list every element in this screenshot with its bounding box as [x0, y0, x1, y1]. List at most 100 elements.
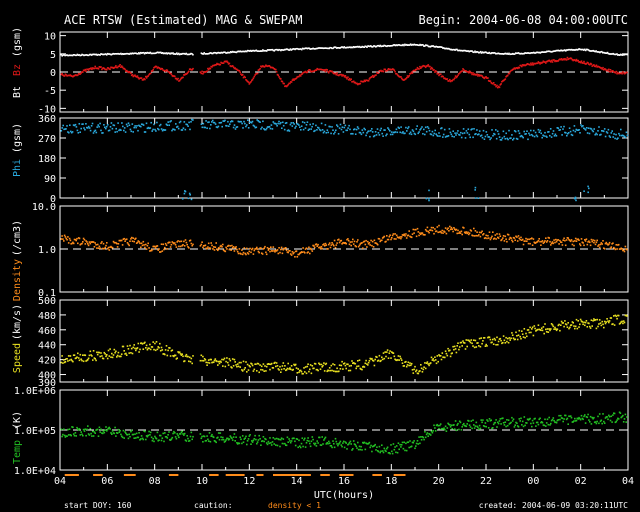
speed-point [554, 326, 556, 329]
speed-point [207, 361, 209, 364]
density-point [331, 242, 333, 244]
temp-point [251, 440, 253, 442]
speed-point [457, 342, 459, 344]
phi-point [578, 129, 580, 131]
bz-point [434, 71, 436, 73]
speed-point [354, 362, 357, 365]
density-point [120, 239, 123, 242]
bt-point [88, 53, 91, 56]
speed-point [304, 366, 307, 368]
phi-point [78, 123, 81, 125]
bz-point [447, 80, 449, 82]
density-point [266, 247, 269, 249]
bz-point [219, 63, 222, 66]
density-point [156, 245, 159, 247]
phi-point [537, 128, 540, 131]
bt-point [218, 52, 221, 54]
temp-point [116, 432, 119, 434]
density-point [378, 238, 381, 240]
bz-point [96, 67, 98, 70]
speed-point [523, 328, 526, 330]
speed-point [256, 370, 258, 372]
density-point [357, 239, 359, 241]
bt-point [221, 52, 223, 54]
speed-point [321, 366, 323, 368]
bz-point [394, 70, 396, 73]
bz-point [459, 71, 462, 73]
bz-point [206, 70, 208, 72]
temp-point [498, 420, 501, 422]
temp-point [529, 417, 531, 420]
density-point [116, 246, 119, 248]
temp-point [319, 444, 322, 446]
bz-point [383, 68, 386, 71]
speed-point [406, 364, 409, 366]
speed-point [614, 314, 617, 317]
density-point [209, 247, 212, 250]
bz-point [496, 84, 498, 87]
bz-point [392, 68, 395, 71]
bt-point [450, 48, 453, 51]
speed-point [71, 359, 73, 362]
phi-point [208, 121, 210, 123]
density-point [383, 235, 386, 238]
density-point [278, 247, 280, 249]
speed-point [434, 356, 436, 358]
bt-point [457, 49, 459, 52]
density-point [147, 242, 149, 245]
speed-point [192, 355, 194, 357]
speed-point [62, 362, 64, 364]
density-point [451, 228, 453, 230]
bz-point [538, 62, 540, 64]
density-point [506, 233, 509, 236]
bt-point [616, 53, 618, 55]
x-tick-label: 00 [527, 476, 539, 487]
speed-point [93, 357, 96, 359]
density-point [236, 248, 238, 251]
density-point [265, 253, 268, 256]
bt-point [189, 53, 191, 55]
phi-low-point [184, 190, 187, 193]
density-point [228, 248, 231, 251]
density-point [595, 241, 598, 244]
speed-point [115, 350, 117, 353]
phi-point [336, 124, 338, 126]
speed-point [342, 363, 345, 365]
bt-point [364, 45, 366, 48]
speed-point [478, 345, 480, 347]
density-point [334, 246, 337, 249]
bz-point [461, 70, 463, 72]
density-point [626, 248, 628, 251]
bt-point [249, 49, 252, 52]
speed-point [284, 365, 286, 367]
temp-point [518, 418, 521, 420]
speed-point [178, 351, 181, 353]
temp-point [622, 414, 624, 417]
bt-point [101, 53, 103, 55]
speed-point [87, 357, 90, 360]
temp-point [200, 437, 203, 440]
phi-point [203, 126, 205, 129]
bt-point [209, 52, 211, 54]
phi-point [354, 133, 357, 135]
speed-point [414, 365, 416, 368]
speed-point [222, 358, 225, 361]
bt-point [152, 52, 154, 55]
bt-point [126, 52, 129, 55]
temp-point [463, 422, 465, 425]
temp-point [101, 432, 104, 435]
density-point [79, 243, 82, 246]
bt-point [436, 46, 438, 48]
bt-point [63, 54, 65, 56]
bz-point [456, 75, 458, 78]
temp-point [532, 422, 535, 424]
density-point [285, 247, 287, 249]
speed-point [308, 370, 310, 373]
bz-point [399, 76, 401, 78]
bt-point [588, 50, 591, 52]
temp-point [400, 444, 403, 446]
density-point [433, 232, 435, 235]
phi-point [467, 128, 470, 130]
speed-point [426, 361, 429, 363]
density-point [371, 244, 373, 247]
